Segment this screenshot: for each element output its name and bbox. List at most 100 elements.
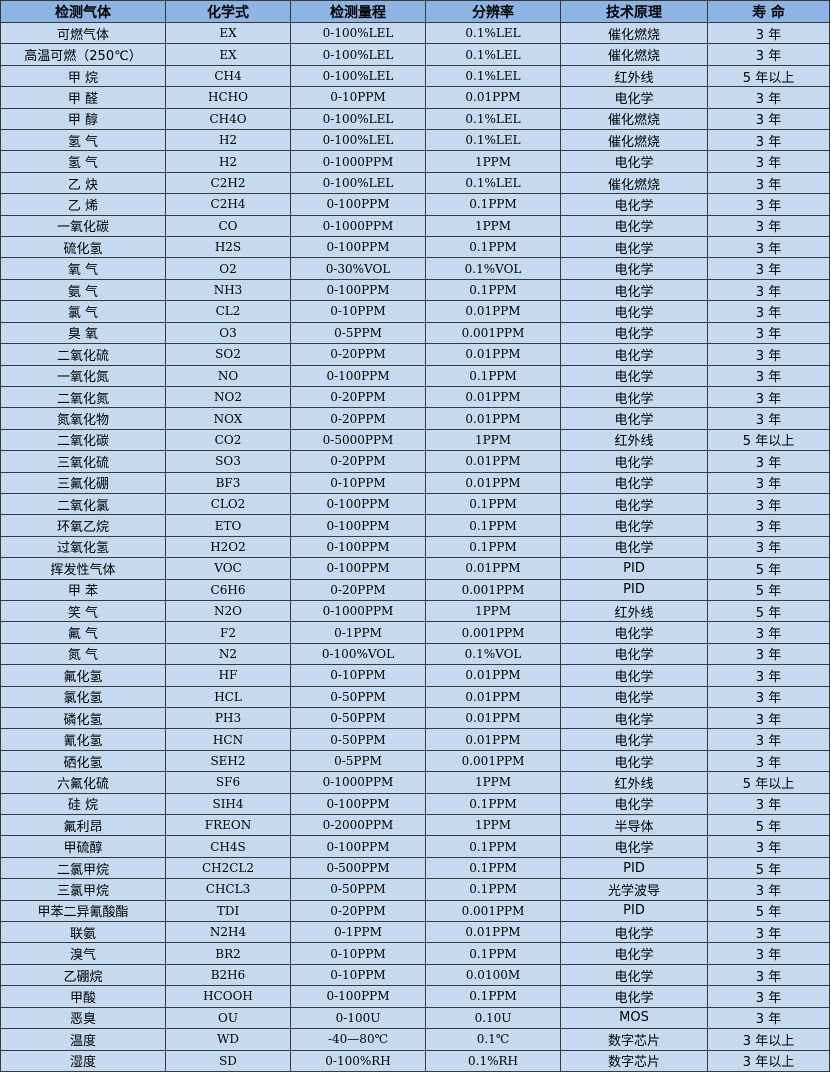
formula-cell: F2 <box>165 621 291 644</box>
principle-cell: 电化学 <box>560 364 708 387</box>
formula-cell: CL2 <box>165 300 291 323</box>
lifespan-cell: 3 年 <box>707 257 830 280</box>
resolution-cell: 0.001PPM <box>425 899 561 923</box>
lifespan-cell: 3 年 <box>707 385 830 409</box>
range-cell: 0-100%LEL <box>290 107 426 131</box>
formula-cell: H2O2 <box>165 535 291 559</box>
formula-cell: OU <box>165 1006 291 1030</box>
lifespan-cell: 5 年 <box>707 856 830 880</box>
principle-cell: 电化学 <box>560 236 708 259</box>
principle-cell: 电化学 <box>560 621 708 644</box>
table-row: 一氧化碳 CO 0-1000PPM 1PPM 电化学 3 年 <box>0 214 830 238</box>
range-cell: 0-50PPM <box>290 685 426 709</box>
gas-cell: 二氧化碳 <box>0 428 166 452</box>
principle-cell: 电化学 <box>560 407 708 430</box>
gas-cell: 氰化氢 <box>0 728 166 751</box>
formula-cell: C2H2 <box>165 171 291 195</box>
formula-cell: CO2 <box>165 428 291 452</box>
range-cell: 0-20PPM <box>290 407 426 430</box>
gas-cell: 乙 炔 <box>0 171 166 195</box>
range-cell: 0-1000PPM <box>290 599 426 623</box>
range-cell: 0-20PPM <box>290 450 426 473</box>
resolution-cell: 0.1PPM <box>425 942 561 965</box>
resolution-cell: 0.001PPM <box>425 321 561 345</box>
lifespan-cell: 3 年以上 <box>707 1049 830 1072</box>
resolution-cell: 0.1%LEL <box>425 107 561 131</box>
resolution-cell: 1PPM <box>425 428 561 452</box>
range-cell: 0-1000PPM <box>290 150 426 173</box>
gas-cell: 氮 气 <box>0 642 166 666</box>
resolution-cell: 0.01PPM <box>425 385 561 409</box>
formula-cell: O2 <box>165 257 291 280</box>
principle-cell: 电化学 <box>560 535 708 559</box>
formula-cell: NO <box>165 364 291 387</box>
principle-cell: 红外线 <box>560 771 708 794</box>
range-cell: 0-10PPM <box>290 942 426 965</box>
lifespan-cell: 3 年 <box>707 1006 830 1030</box>
formula-cell: HF <box>165 664 291 687</box>
gas-cell: 湿度 <box>0 1049 166 1072</box>
table-body: 可燃气体 EX 0-100%LEL 0.1%LEL 催化燃烧 3 年高温可燃（250℃） E… <box>0 21 830 1072</box>
range-cell: 0-1000PPM <box>290 214 426 238</box>
lifespan-cell: 3 年 <box>707 621 830 644</box>
gas-cell: 一氧化氮 <box>0 364 166 387</box>
gas-cell: 氯 气 <box>0 300 166 323</box>
range-cell: 0-5PPM <box>290 749 426 773</box>
resolution-cell: 0.1%LEL <box>425 43 561 66</box>
principle-cell: 电化学 <box>560 257 708 280</box>
lifespan-cell: 3 年 <box>707 150 830 173</box>
formula-cell: HCN <box>165 728 291 751</box>
lifespan-cell: 3 年 <box>707 300 830 323</box>
resolution-cell: 0.1PPM <box>425 856 561 880</box>
lifespan-cell: 3 年 <box>707 236 830 259</box>
lifespan-cell: 3 年 <box>707 492 830 516</box>
principle-cell: 催化燃烧 <box>560 129 708 152</box>
table-row: 环氧乙烷 ETO 0-100PPM 0.1PPM 电化学 3 年 <box>0 514 830 537</box>
gas-cell: 二氧化硫 <box>0 343 166 366</box>
table-row: 氨 气 NH3 0-100PPM 0.1PPM 电化学 3 年 <box>0 278 830 302</box>
principle-cell: 电化学 <box>560 321 708 345</box>
lifespan-cell: 3 年 <box>707 749 830 773</box>
resolution-cell: 0.1PPM <box>425 878 561 901</box>
resolution-cell: 0.1%VOL <box>425 257 561 280</box>
gas-cell: 甲 醇 <box>0 107 166 131</box>
resolution-cell: 0.1PPM <box>425 492 561 516</box>
lifespan-cell: 5 年 <box>707 899 830 923</box>
principle-cell: 催化燃烧 <box>560 21 708 45</box>
resolution-cell: 0.1%LEL <box>425 129 561 152</box>
gas-cell: 甲苯二异氰酸酯 <box>0 899 166 923</box>
gas-cell: 氯化氢 <box>0 685 166 709</box>
range-cell: 0-100PPM <box>290 193 426 216</box>
table-row: 二氧化硫 SO2 0-20PPM 0.01PPM 电化学 3 年 <box>0 343 830 366</box>
formula-cell: BR2 <box>165 942 291 965</box>
lifespan-cell: 3 年 <box>707 107 830 131</box>
resolution-cell: 0.1PPM <box>425 193 561 216</box>
lifespan-cell: 3 年 <box>707 21 830 45</box>
lifespan-cell: 5 年 <box>707 599 830 623</box>
table-row: 氟化氢 HF 0-10PPM 0.01PPM 电化学 3 年 <box>0 664 830 687</box>
principle-cell: 数字芯片 <box>560 1049 708 1072</box>
principle-cell: MOS <box>560 1006 708 1030</box>
principle-cell: 电化学 <box>560 278 708 302</box>
table-row: 三氧化硫 SO3 0-20PPM 0.01PPM 电化学 3 年 <box>0 450 830 473</box>
gas-cell: 氟 气 <box>0 621 166 644</box>
table-row: 硒化氢 SEH2 0-5PPM 0.001PPM 电化学 3 年 <box>0 749 830 773</box>
gas-cell: 过氧化氢 <box>0 535 166 559</box>
range-cell: 0-50PPM <box>290 878 426 901</box>
range-cell: 0-10PPM <box>290 963 426 987</box>
resolution-cell: 0.001PPM <box>425 749 561 773</box>
formula-cell: H2 <box>165 129 291 152</box>
range-cell: 0-100PPM <box>290 236 426 259</box>
principle-cell: 电化学 <box>560 450 708 473</box>
resolution-cell: 0.1PPM <box>425 278 561 302</box>
header-row: 检测气体 化学式 检测量程 分辨率 技术原理 寿 命 <box>0 0 830 23</box>
formula-cell: EX <box>165 21 291 45</box>
gas-cell: 甲 苯 <box>0 578 166 601</box>
formula-cell: VOC <box>165 557 291 580</box>
gas-cell: 环氧乙烷 <box>0 514 166 537</box>
gas-cell: 温度 <box>0 1028 166 1051</box>
lifespan-cell: 3 年 <box>707 642 830 666</box>
principle-cell: 电化学 <box>560 985 708 1008</box>
principle-cell: 电化学 <box>560 642 708 666</box>
resolution-cell: 0.1PPM <box>425 514 561 537</box>
